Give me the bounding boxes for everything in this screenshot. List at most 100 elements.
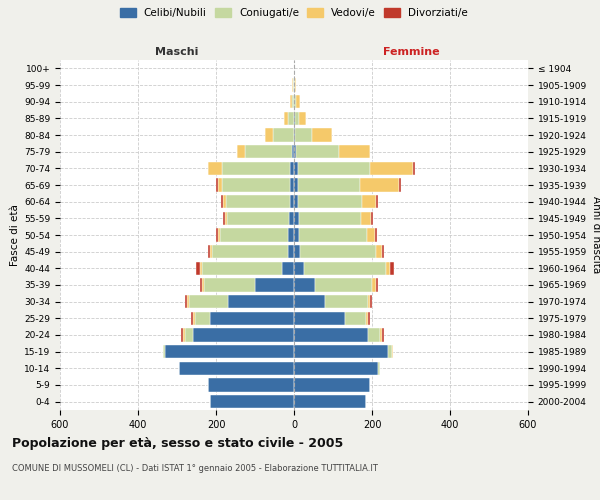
Bar	[210, 245, 212, 258]
Bar	[295, 128, 313, 141]
Bar	[227, 212, 289, 225]
Bar	[294, 328, 368, 342]
Bar	[194, 312, 210, 325]
Bar	[204, 278, 255, 291]
Bar	[222, 178, 290, 192]
Bar	[382, 245, 384, 258]
Bar	[366, 312, 368, 325]
Bar	[294, 112, 295, 125]
Bar	[380, 328, 382, 342]
Bar	[218, 228, 220, 241]
Bar	[223, 195, 226, 208]
Bar	[298, 162, 370, 175]
Bar	[295, 78, 296, 92]
Bar	[316, 278, 372, 291]
Bar	[179, 362, 294, 375]
Bar	[212, 245, 288, 258]
Bar	[163, 345, 165, 358]
Text: Maschi: Maschi	[155, 46, 199, 56]
Bar	[294, 162, 298, 175]
Bar	[386, 262, 389, 275]
Bar	[376, 245, 382, 258]
Bar	[289, 212, 294, 225]
Bar	[185, 295, 187, 308]
Bar	[202, 262, 283, 275]
Bar	[210, 312, 294, 325]
Bar	[284, 112, 288, 125]
Bar	[375, 228, 377, 241]
Bar	[283, 262, 294, 275]
Bar	[290, 95, 292, 108]
Bar	[196, 262, 200, 275]
Bar	[371, 212, 373, 225]
Bar	[294, 228, 299, 241]
Bar	[228, 295, 294, 308]
Bar	[372, 278, 376, 291]
Bar	[294, 245, 300, 258]
Y-axis label: Fasce di età: Fasce di età	[10, 204, 20, 266]
Bar	[216, 228, 218, 241]
Bar	[367, 228, 375, 241]
Bar	[295, 112, 299, 125]
Bar	[299, 112, 307, 125]
Bar	[191, 312, 193, 325]
Bar	[299, 212, 361, 225]
Bar	[378, 362, 380, 375]
Bar	[292, 95, 294, 108]
Bar	[296, 145, 339, 158]
Bar	[181, 328, 183, 342]
Bar	[223, 212, 225, 225]
Bar	[298, 195, 362, 208]
Bar	[294, 145, 296, 158]
Bar	[344, 312, 366, 325]
Bar	[294, 95, 296, 108]
Bar	[193, 328, 294, 342]
Bar	[300, 245, 376, 258]
Bar	[292, 145, 294, 158]
Bar	[265, 128, 272, 141]
Bar	[293, 78, 294, 92]
Bar	[294, 312, 344, 325]
Bar	[294, 295, 325, 308]
Bar	[226, 195, 290, 208]
Bar	[304, 262, 386, 275]
Bar	[185, 328, 193, 342]
Bar	[288, 112, 294, 125]
Bar	[202, 278, 204, 291]
Bar	[288, 245, 294, 258]
Bar	[325, 295, 368, 308]
Bar	[294, 212, 299, 225]
Legend: Celibi/Nubili, Coniugati/e, Vedovi/e, Divorziati/e: Celibi/Nubili, Coniugati/e, Vedovi/e, Di…	[120, 8, 468, 18]
Bar	[313, 128, 332, 141]
Bar	[225, 212, 227, 225]
Bar	[294, 362, 378, 375]
Bar	[238, 145, 245, 158]
Bar	[392, 345, 394, 358]
Bar	[368, 312, 370, 325]
Bar	[400, 178, 401, 192]
Bar	[299, 228, 367, 241]
Bar	[292, 78, 293, 92]
Bar	[298, 178, 360, 192]
Bar	[216, 178, 218, 192]
Bar	[255, 278, 294, 291]
Bar	[208, 378, 294, 392]
Bar	[376, 278, 378, 291]
Bar	[339, 145, 370, 158]
Text: Popolazione per età, sesso e stato civile - 2005: Popolazione per età, sesso e stato civil…	[12, 438, 343, 450]
Bar	[165, 345, 294, 358]
Y-axis label: Anni di nascita: Anni di nascita	[591, 196, 600, 274]
Bar	[294, 378, 370, 392]
Bar	[218, 178, 222, 192]
Text: COMUNE DI MUSSOMELI (CL) - Dati ISTAT 1° gennaio 2005 - Elaborazione TUTTITALIA.: COMUNE DI MUSSOMELI (CL) - Dati ISTAT 1°…	[12, 464, 378, 473]
Bar	[413, 162, 415, 175]
Bar	[294, 278, 316, 291]
Bar	[368, 328, 380, 342]
Bar	[388, 345, 392, 358]
Bar	[376, 195, 378, 208]
Bar	[294, 128, 295, 141]
Bar	[389, 262, 394, 275]
Bar	[294, 345, 388, 358]
Bar	[188, 295, 228, 308]
Bar	[220, 228, 288, 241]
